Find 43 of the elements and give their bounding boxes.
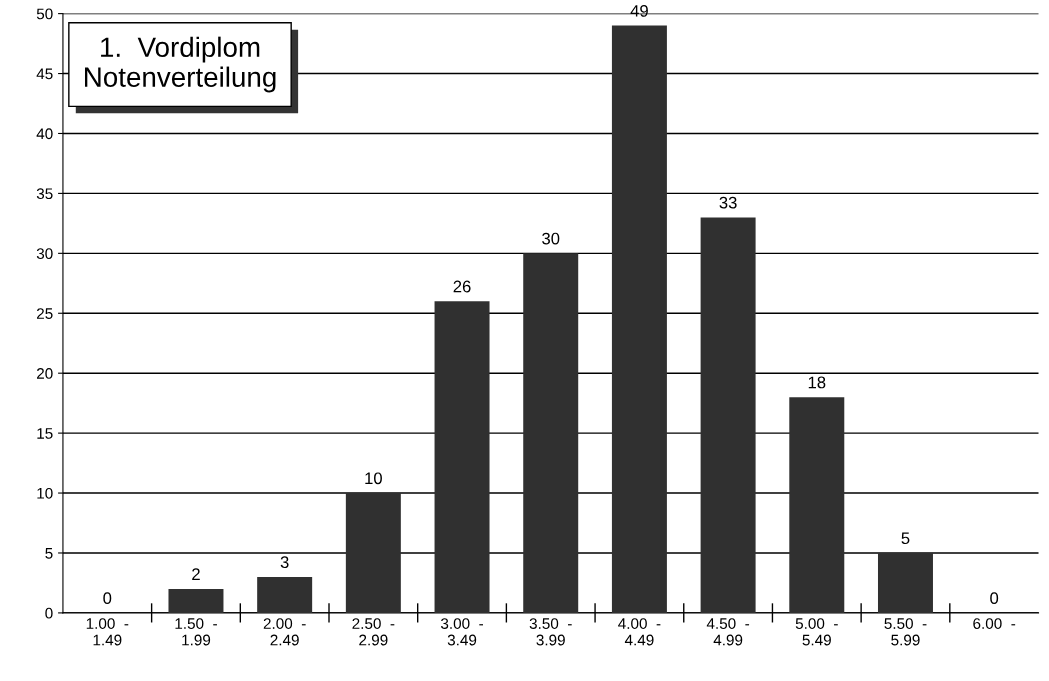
x-tick-label: 5.00 - 5.49 xyxy=(795,618,838,646)
data-label: 33 xyxy=(719,196,737,209)
y-tick-label: 40 xyxy=(36,128,53,140)
bar xyxy=(700,217,756,613)
bar xyxy=(168,588,224,613)
data-label: 5 xyxy=(901,532,910,545)
x-tick-label: 1.00 - 1.49 xyxy=(86,618,129,646)
data-label: 30 xyxy=(542,232,560,245)
y-tick-label: 10 xyxy=(37,487,53,499)
bar xyxy=(789,397,845,613)
bar xyxy=(523,253,579,613)
x-tick-label: 6.00 - xyxy=(973,618,1016,629)
bar xyxy=(345,493,401,613)
y-tick-label: 45 xyxy=(36,68,53,80)
y-tick-label: 35 xyxy=(36,188,53,200)
y-tick-label: 30 xyxy=(36,248,53,260)
x-tick-label: 3.00 - 3.49 xyxy=(440,618,484,646)
data-label: 10 xyxy=(365,472,382,485)
x-tick-label: 5.50 - 5.99 xyxy=(884,618,927,646)
y-tick-label: 50 xyxy=(36,8,53,20)
x-tick-label: 3.50 - 3.99 xyxy=(529,618,572,646)
data-label: 0 xyxy=(103,592,112,605)
bar xyxy=(434,301,490,613)
data-label: 49 xyxy=(630,4,648,17)
y-tick-label: 20 xyxy=(36,368,53,379)
data-label: 3 xyxy=(280,556,289,569)
x-tick-label: 2.50 - 2.99 xyxy=(352,618,395,646)
data-label: 26 xyxy=(453,280,471,293)
data-label: 18 xyxy=(808,376,826,389)
x-tick-label: 4.50 - 4.99 xyxy=(706,618,750,646)
y-tick-label: 5 xyxy=(45,548,53,559)
bar xyxy=(877,552,933,613)
y-tick-label: 25 xyxy=(36,308,53,319)
text: 1. Vordiplom Notenverteilung xyxy=(85,36,276,93)
bar xyxy=(257,576,313,613)
x-tick-label: 4.00 - 4.49 xyxy=(618,618,661,646)
bar xyxy=(611,25,667,613)
data-label: 2 xyxy=(192,568,200,580)
y-tick-label: 15 xyxy=(37,428,53,439)
y-tick-label: 0 xyxy=(45,607,53,619)
x-tick-label: 1.50 - 1.99 xyxy=(175,618,217,646)
x-tick-label: 2.00 - 2.49 xyxy=(263,618,306,646)
data-label: 0 xyxy=(990,592,999,605)
